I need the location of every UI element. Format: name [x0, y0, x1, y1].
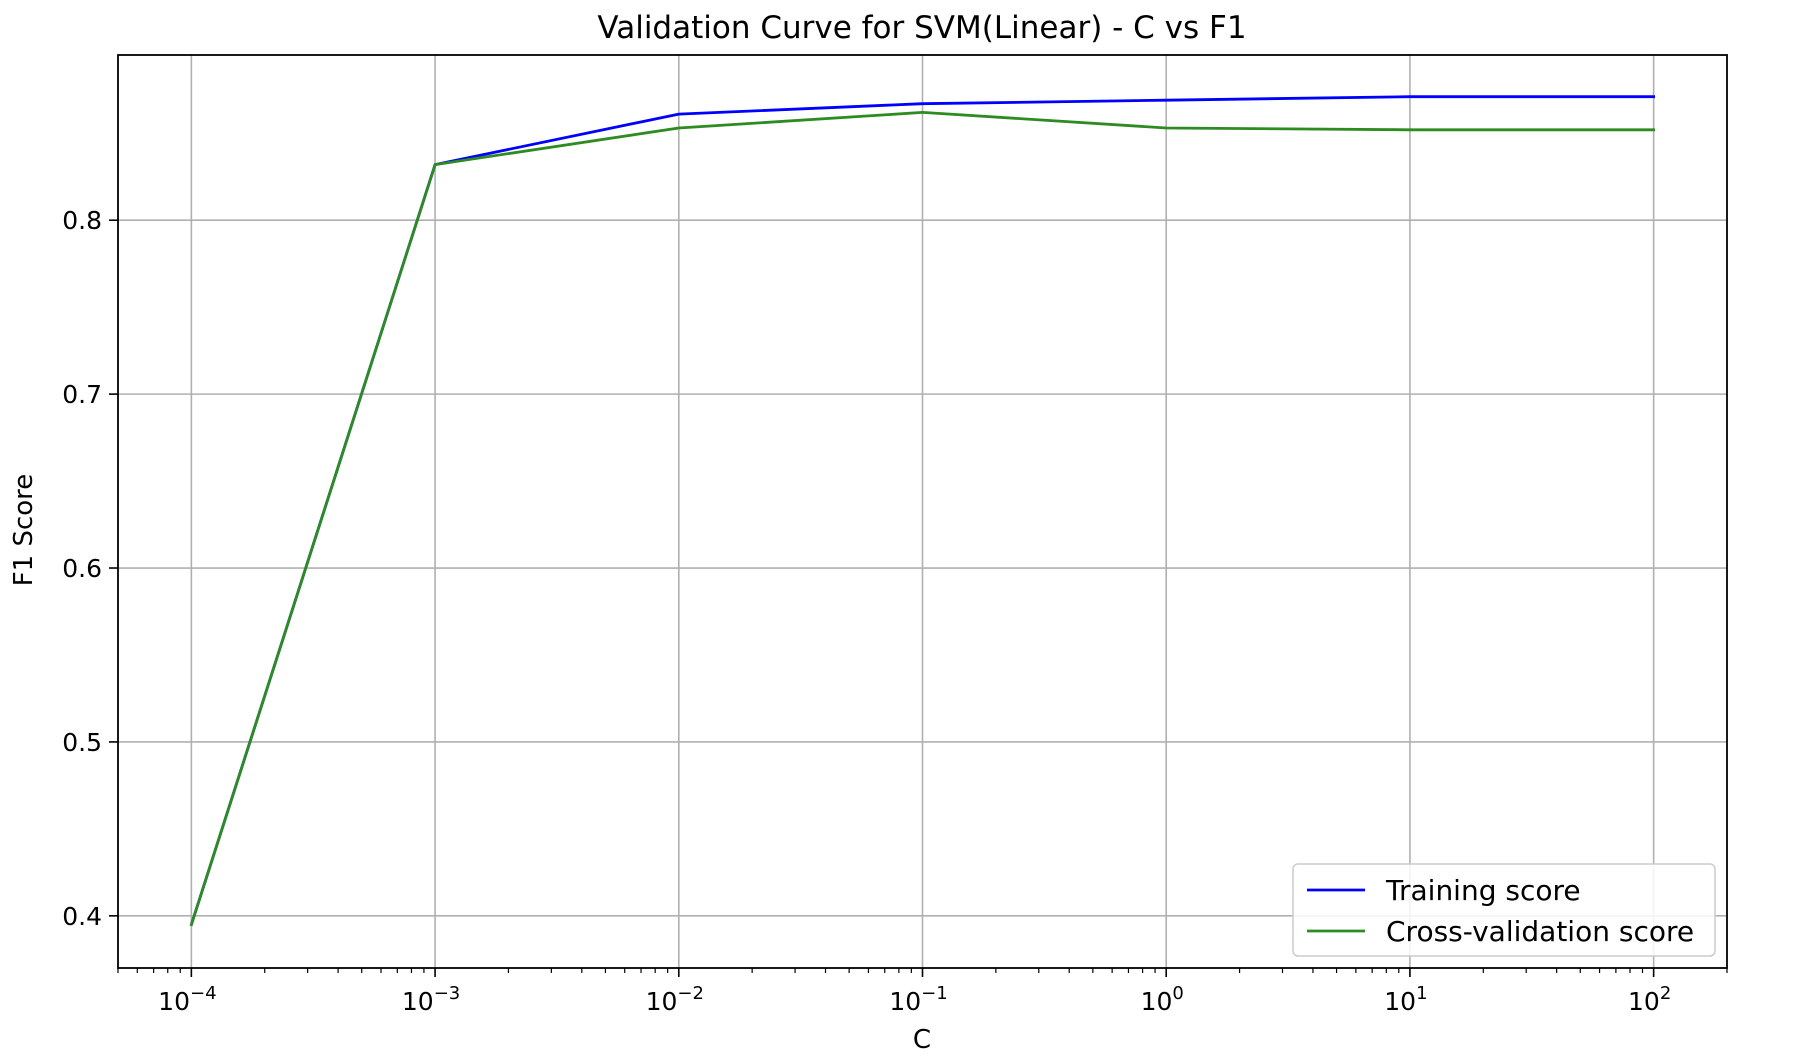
legend: Training score Cross-validation score — [1292, 863, 1716, 957]
legend-label: Training score — [1385, 874, 1581, 907]
x-tick-label: 102 — [1628, 983, 1671, 1016]
x-tick-label: 101 — [1384, 983, 1427, 1016]
y-tick-label: 0.5 — [62, 728, 102, 757]
ticks-layer: 10−4 10−3 10−2 10−1 100 101 102 0.4 0.5 0.6 0.7 0.8 — [62, 206, 1728, 1016]
x-axis-label: C — [913, 1025, 931, 1055]
x-tick-label: 100 — [1141, 983, 1184, 1016]
series-layer — [189, 95, 1655, 927]
series-line-2 — [189, 111, 1655, 927]
x-tick-label: 10−3 — [402, 983, 460, 1016]
y-axis-label: F1 Score — [9, 474, 39, 587]
y-tick-label: 0.4 — [62, 902, 102, 931]
legend-label: Cross-validation score — [1386, 915, 1694, 948]
grid-layer — [118, 55, 1727, 968]
x-tick-label: 10−2 — [646, 983, 704, 1016]
x-tick-label: 10−1 — [889, 983, 947, 1016]
y-tick-label: 0.7 — [62, 380, 102, 409]
chart-title: Validation Curve for SVM(Linear) - C vs … — [597, 10, 1246, 46]
legend-box — [1292, 863, 1716, 957]
x-tick-label: 10−4 — [158, 983, 216, 1016]
y-tick-label: 0.6 — [62, 554, 102, 583]
y-tick-label: 0.8 — [62, 206, 102, 235]
